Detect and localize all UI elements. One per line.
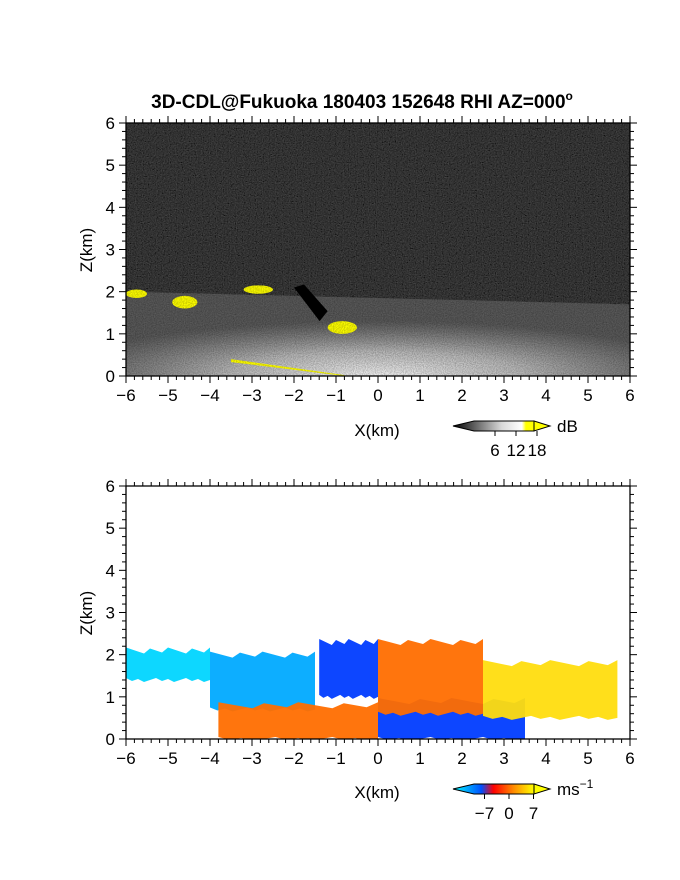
doppler-x-tick-label: −5 [158, 749, 177, 768]
snr-x-tick-label: 3 [499, 386, 508, 405]
snr-y-tick-label: 2 [106, 283, 115, 302]
doppler-y-tick-label: 0 [106, 730, 115, 749]
doppler-cell [126, 647, 210, 682]
chart-title: 3D-CDL@Fukuoka 180403 152648 RHI AZ=000o [151, 89, 573, 113]
doppler-x-tick-label: −1 [326, 749, 345, 768]
snr-colorbar-unit: dB [557, 417, 578, 436]
doppler-y-tick-label: 5 [106, 519, 115, 538]
snr-plot-area [126, 123, 630, 376]
doppler-y-tick-label: 6 [106, 477, 115, 496]
doppler-cell [319, 639, 378, 699]
snr-y-tick-label: 0 [106, 367, 115, 386]
snr-colorbar: 6 12 18 dB [452, 417, 578, 460]
colorbar-tick-label: 12 [507, 441, 526, 460]
doppler-x-tick-label: −6 [116, 749, 135, 768]
doppler-colorbar: −7 0 7 ms−1 [452, 777, 594, 823]
doppler-colorbar-unit: ms−1 [557, 777, 594, 799]
snr-y-label: Z(km) [77, 228, 96, 272]
snr-colorbar-arrow [533, 420, 552, 432]
doppler-panel: −6 −5 −4 −3 −2 −1 0 1 2 3 4 5 6 0 1 2 3 4 5 6 X(km) Z(km) −… [77, 477, 637, 823]
snr-x-tick-label: 4 [541, 386, 550, 405]
colorbar-tick-label: −7 [475, 804, 494, 823]
snr-x-tick-label: −3 [242, 386, 261, 405]
doppler-x-tick-label: 0 [373, 749, 382, 768]
doppler-y-tick-label: 2 [106, 646, 115, 665]
doppler-cell [218, 702, 378, 739]
doppler-x-tick-label: 3 [499, 749, 508, 768]
snr-x-label: X(km) [354, 421, 399, 440]
snr-y-tick-label: 4 [106, 198, 115, 217]
snr-x-tick-label: 1 [415, 386, 424, 405]
snr-x-tick-label: −4 [200, 386, 219, 405]
snr-x-tick-label: −5 [158, 386, 177, 405]
doppler-colorbar-body [452, 783, 535, 795]
doppler-cell [210, 651, 315, 712]
colorbar-tick-label: 0 [504, 804, 513, 823]
doppler-x-tick-label: 5 [583, 749, 592, 768]
snr-y-tick-label: 3 [106, 241, 115, 260]
doppler-y-tick-label: 3 [106, 604, 115, 623]
doppler-y-tick-label: 4 [106, 561, 115, 580]
snr-x-tick-label: −6 [116, 386, 135, 405]
doppler-plot-area [126, 486, 630, 739]
snr-x-tick-label: 2 [457, 386, 466, 405]
doppler-x-tick-label: 4 [541, 749, 550, 768]
snr-x-tick-label: 0 [373, 386, 382, 405]
doppler-x-label: X(km) [354, 783, 399, 802]
doppler-x-tick-label: 2 [457, 749, 466, 768]
doppler-x-tick-label: −4 [200, 749, 219, 768]
snr-x-tick-label: 5 [583, 386, 592, 405]
doppler-y-tick-label: 1 [106, 688, 115, 707]
snr-x-tick-label: −1 [326, 386, 345, 405]
snr-colorbar-body [452, 420, 535, 432]
colorbar-tick-label: 18 [528, 441, 547, 460]
doppler-colorbar-arrow [533, 783, 552, 795]
doppler-y-label: Z(km) [77, 591, 96, 635]
snr-y-tick-label: 6 [106, 114, 115, 133]
doppler-x-tick-label: 6 [625, 749, 634, 768]
snr-y-tick-label: 5 [106, 156, 115, 175]
colorbar-tick-label: 7 [529, 804, 538, 823]
doppler-x-tick-label: −3 [242, 749, 261, 768]
colorbar-tick-label: 6 [490, 441, 499, 460]
snr-x-tick-label: 6 [625, 386, 634, 405]
snr-y-tick-label: 1 [106, 325, 115, 344]
doppler-cell [378, 639, 483, 716]
doppler-x-tick-label: −2 [284, 749, 303, 768]
doppler-cell [483, 660, 618, 720]
snr-x-tick-label: −2 [284, 386, 303, 405]
doppler-x-tick-label: 1 [415, 749, 424, 768]
snr-grain [126, 123, 630, 376]
